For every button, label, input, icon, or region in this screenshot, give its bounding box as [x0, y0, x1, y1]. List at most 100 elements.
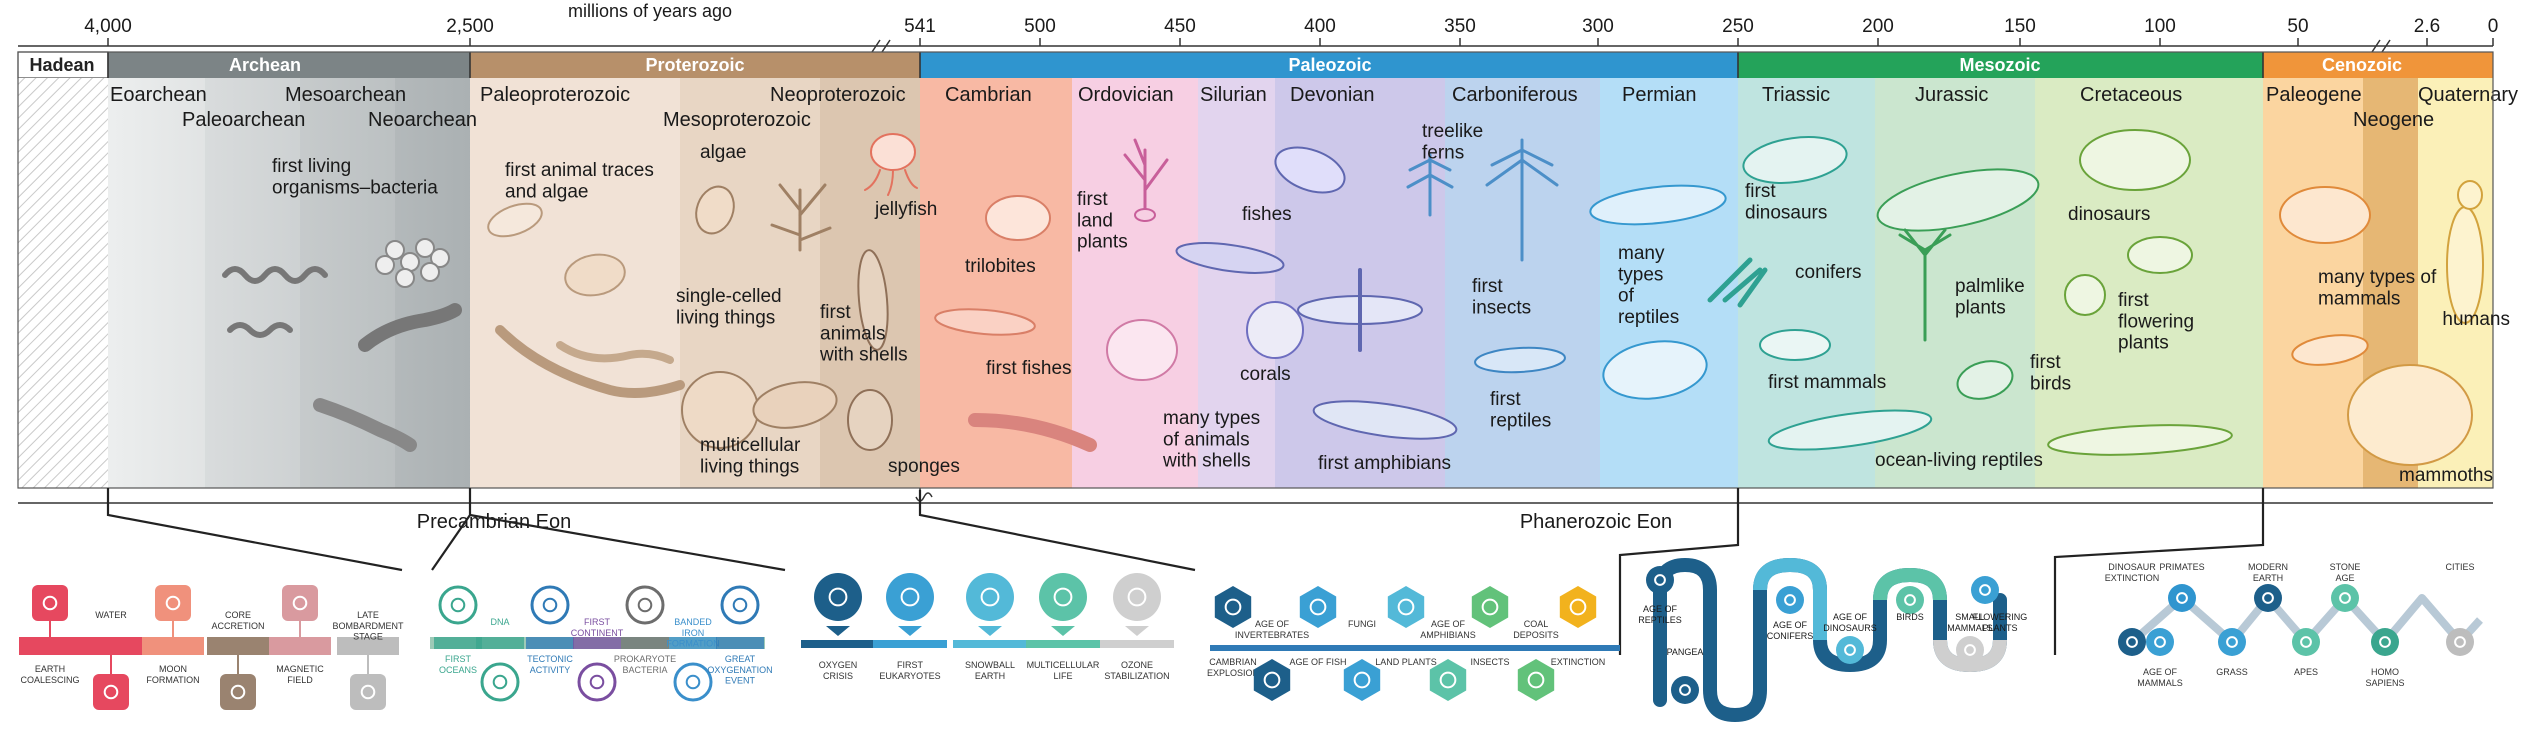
era-label: Jurassic: [1915, 84, 1988, 106]
event-label: AGE OF REPTILES: [1638, 604, 1682, 625]
event-connector-line: [106, 488, 403, 572]
era-label: Carboniferous: [1452, 84, 1578, 106]
era-label: Devonian: [1290, 84, 1375, 106]
event-label: DNA: [490, 617, 509, 627]
icon-glyph: [2300, 636, 2312, 648]
paleozoic-events-strip: CAMBRIAN EXPLOSION AGE OF INVERTEBRATES AGE …: [1207, 586, 1620, 701]
event-label: FUNGI: [1348, 619, 1376, 629]
human-illustration: [2446, 206, 2484, 324]
life-label: trilobites: [965, 256, 1036, 277]
era-label: Cretaceous: [2080, 84, 2182, 106]
bacteria-cell-illustration: [430, 248, 450, 268]
event-label: EARTH COALESCING: [20, 664, 79, 685]
bacteria-cell-illustration: [415, 238, 435, 258]
cell-icon: [886, 573, 934, 621]
event-band-segment: [801, 640, 875, 648]
era-columns: Eoarchean Paleoarchean Mesoarchean Neoarche…: [17, 51, 2518, 489]
meteor-icon: [350, 674, 386, 710]
icon-glyph: [450, 597, 466, 613]
event-label: GRASS: [2216, 667, 2248, 677]
event-label: AGE OF MAMMALS: [2137, 667, 2183, 688]
dna-icon: [480, 662, 520, 702]
land-plant-illustration: [1123, 138, 1169, 222]
coal-icon: [1517, 659, 1555, 701]
ocean-reptile-illustration: [2047, 424, 2233, 456]
era-label: Ordovician: [1078, 84, 1174, 106]
event-label: AGE OF DINOSAURS: [1823, 612, 1877, 633]
cenozoic-events-strip: DINOSAUR EXTINCTION AGE OF MAMMALS PRIMATES G…: [2105, 562, 2483, 688]
bacteria-icon: [625, 585, 665, 625]
archean-gradient: [108, 78, 470, 488]
event-band-segment: [1026, 640, 1100, 648]
algae-branch-illustration: [770, 183, 832, 252]
first-mammal-illustration: [1759, 329, 1831, 361]
icon-glyph: [2454, 636, 2466, 648]
axis-tick-label: 150: [2004, 16, 2036, 37]
magnet-icon: [282, 585, 318, 621]
globe-icon: [2254, 584, 2282, 612]
life-label: many types of animals with shells: [1162, 408, 1260, 472]
iron-icon: [673, 662, 713, 702]
eon-segment: [470, 52, 920, 78]
icon-glyph: [1654, 574, 1666, 586]
event-label: MODERN EARTH: [2248, 562, 2288, 583]
icon-glyph: [542, 597, 558, 613]
bacteria-chain-illustration: [227, 322, 293, 338]
mammal-like-reptile-illustration: [1602, 340, 1708, 400]
ocean-reptile-illustration: [1767, 409, 1933, 451]
icon-glyph: [1844, 644, 1856, 656]
archean-events-strip: FIRST OCEANS DNA TECTONIC ACTIVITY FIRST CONTI…: [430, 585, 773, 702]
event-band-segment: [669, 637, 717, 649]
jellyfish-illustration: [870, 133, 916, 171]
icon-glyph: [1263, 671, 1281, 689]
phanerozoic-eon-label: Phanerozoic Eon: [1520, 511, 1672, 533]
event-label: CITIES: [2445, 562, 2474, 572]
life-label: first land plants: [1077, 189, 1128, 253]
event-label: DINOSAUR EXTINCTION: [2105, 562, 2160, 583]
life-label: palmlike plants: [1955, 276, 2025, 318]
event-band-segment: [621, 637, 669, 649]
dinosaur-illustration: [1742, 136, 1848, 184]
life-label: first living organisms–bacteria: [272, 156, 438, 198]
axis-tick-label: 300: [1582, 16, 1614, 37]
core-icon: [220, 674, 256, 710]
era-label: Paleogene: [2266, 84, 2362, 106]
life-label: first flowering plants: [2118, 290, 2194, 354]
event-label: PANGEA: [1667, 647, 1704, 657]
timeline-zigzag: [2129, 594, 2483, 646]
icon-glyph: [1527, 671, 1545, 689]
bacteria-rod-illustration: [358, 303, 462, 352]
event-band-segment: [80, 637, 142, 655]
life-label: algae: [700, 142, 747, 163]
era-label: Neogene: [2353, 109, 2434, 131]
icon-glyph: [1309, 598, 1327, 616]
icon-glyph: [589, 674, 605, 690]
sauropod-illustration: [1876, 168, 2040, 232]
icon-glyph: [492, 674, 508, 690]
proterozoic-events-strip: OXYGEN CRISIS FIRST EUKARYOTES SNOWBALL EARTH…: [801, 573, 1174, 681]
life-label: single-celled living things: [676, 286, 782, 328]
event-band-segment: [19, 637, 81, 655]
icon-glyph: [1397, 598, 1415, 616]
ozone-icon: [1113, 573, 1161, 621]
life-label: conifers: [1795, 262, 1862, 283]
event-label: AGE OF FISH: [1289, 657, 1346, 667]
primate-icon: [2168, 584, 2196, 612]
eon-label: Archean: [229, 55, 301, 75]
bird-icon: [1896, 586, 1924, 614]
era-label: Permian: [1622, 84, 1696, 106]
life-label: first animals with shells: [819, 302, 908, 366]
eon-label: Paleozoic: [1288, 55, 1371, 75]
event-band-segment: [142, 637, 204, 655]
event-pointer: [826, 626, 850, 636]
life-label: first dinosaurs: [1745, 181, 1827, 223]
life-label: first animal traces and algae: [505, 160, 654, 202]
axis-tick-label: 250: [1722, 16, 1754, 37]
worm-trace-illustration: [495, 325, 685, 398]
event-label: TECTONIC ACTIVITY: [527, 654, 573, 675]
microbe-illustration: [564, 253, 626, 297]
era-label: Silurian: [1200, 84, 1267, 106]
event-label: STONE AGE: [2330, 562, 2361, 583]
event-band-segment: [526, 637, 574, 649]
axis-tick-label: 200: [1862, 16, 1894, 37]
